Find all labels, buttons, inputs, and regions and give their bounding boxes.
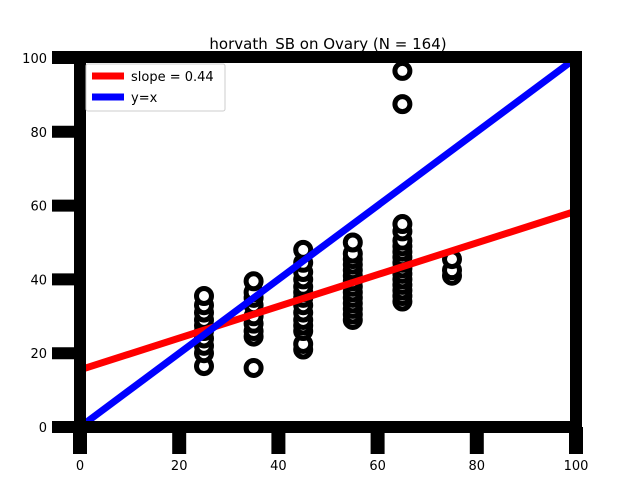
scatter-point (392, 94, 413, 115)
y-tick-label: 20 (30, 347, 47, 362)
legend-label-slope: slope = 0.44 (131, 70, 214, 85)
plot-area (77, 55, 579, 430)
scatter-point (243, 271, 264, 292)
scatter-point (392, 60, 413, 81)
axes: 0 20 40 60 80 100 0 20 40 60 80 100 (22, 51, 589, 474)
chart-title: horvath_SB on Ovary (N = 164) (209, 35, 446, 54)
legend: slope = 0.44 y=x (85, 63, 226, 112)
y-tick-label: 60 (30, 200, 47, 215)
x-tick-label: 60 (369, 459, 386, 474)
x-tick-label: 20 (171, 459, 188, 474)
x-tick-label: 40 (270, 459, 287, 474)
x-tick-label: 100 (564, 459, 589, 474)
x-tick-label: 0 (76, 459, 84, 474)
y-tick-label: 40 (30, 273, 47, 288)
scatter-point (342, 232, 363, 253)
regression-line (78, 207, 578, 374)
y-tick-label: 100 (22, 52, 47, 67)
x-tick-label: 80 (469, 459, 486, 474)
scatter-point (243, 357, 264, 378)
y-tick-label: 0 (39, 421, 47, 436)
identity-line (77, 55, 579, 430)
legend-label-identity: y=x (131, 91, 158, 106)
scatter-point (392, 214, 413, 235)
scatter-point (194, 286, 214, 307)
y-tick-label: 80 (30, 126, 47, 141)
